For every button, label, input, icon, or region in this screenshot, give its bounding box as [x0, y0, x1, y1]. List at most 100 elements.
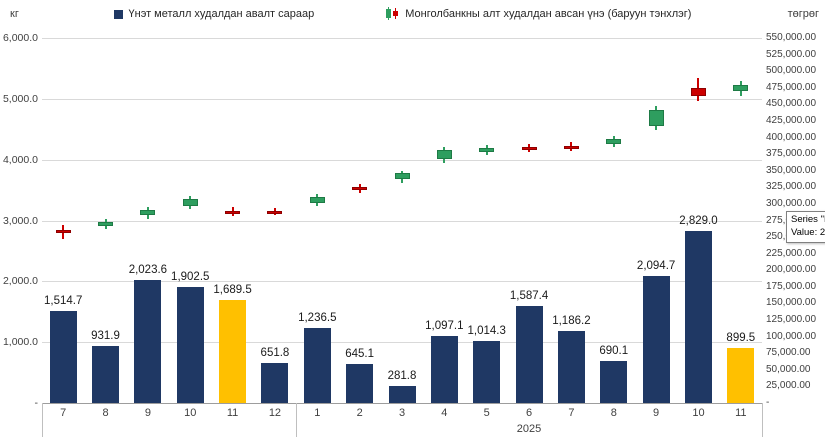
candlestick[interactable] — [479, 147, 495, 152]
candlestick[interactable] — [182, 198, 198, 206]
right-axis-tick-label: 25,000.00 — [766, 380, 811, 392]
bar[interactable] — [346, 363, 374, 403]
left-axis-unit-label: кг — [10, 8, 19, 20]
bar-value-label: 1,902.5 — [171, 271, 210, 284]
x-axis-label: 9 — [653, 407, 660, 419]
right-axis-tick-label: 325,000.00 — [766, 181, 817, 193]
candlestick[interactable] — [436, 149, 452, 160]
right-axis-tick-label: 50,000.00 — [766, 363, 811, 375]
legend-label-bar-series: Үнэт металл худалдан авалт сараар — [128, 8, 315, 20]
bar[interactable] — [49, 310, 77, 403]
right-axis-tick-label: - — [766, 397, 770, 408]
candlestick-series-marker-icon — [384, 7, 399, 21]
candlestick[interactable] — [98, 221, 114, 227]
bar[interactable] — [134, 279, 162, 403]
tooltip: Series "Н Value: 2 — [786, 211, 825, 243]
candlestick[interactable] — [733, 85, 749, 92]
bar[interactable] — [515, 306, 543, 403]
x-axis-label: 2 — [356, 407, 363, 419]
bar-value-label: 1,587.4 — [509, 290, 549, 303]
bar[interactable] — [473, 341, 501, 403]
bar-value-label: 1,186.2 — [552, 314, 591, 327]
x-axis-label: 12 — [268, 407, 282, 419]
bar-value-label: 2,829.0 — [679, 214, 718, 227]
right-axis-tick-label: 200,000.00 — [766, 264, 817, 276]
bar-value-label: 1,514.7 — [43, 294, 83, 307]
legend: Үнэт металл худалдан авалт сараар Монгол… — [50, 7, 755, 21]
bar[interactable] — [219, 300, 247, 403]
bar[interactable] — [388, 385, 416, 403]
bar[interactable] — [642, 275, 670, 403]
x-axis-label: 1 — [314, 407, 321, 419]
right-axis-tick-label: 125,000.00 — [766, 314, 817, 326]
candlestick[interactable] — [352, 187, 368, 191]
tooltip-value-line: Value: 2 — [791, 226, 825, 238]
axis-group-separator — [296, 403, 298, 437]
candlestick[interactable] — [55, 229, 71, 233]
candlestick[interactable] — [563, 145, 579, 149]
candlestick[interactable] — [225, 210, 241, 214]
bar[interactable] — [557, 330, 585, 403]
left-axis-tick-label: 1,000.0 — [2, 336, 38, 349]
x-axis-label: 8 — [102, 407, 109, 419]
legend-item-bar-series[interactable]: Үнэт металл худалдан авалт сараар — [113, 8, 315, 20]
left-axis-tick-label: - — [34, 397, 39, 409]
bar[interactable] — [92, 346, 120, 403]
candlestick[interactable] — [690, 88, 706, 97]
candlestick[interactable] — [394, 173, 410, 180]
right-axis-tick-label: 225,000.00 — [766, 247, 817, 259]
bar-series-marker-icon — [113, 9, 123, 19]
candlestick[interactable] — [648, 110, 664, 127]
bar-value-label: 1,236.5 — [298, 311, 337, 324]
candlestick[interactable] — [267, 210, 283, 214]
x-axis-label: 6 — [525, 407, 533, 419]
x-axis-label: 11 — [226, 407, 239, 419]
right-axis-tick-label: 425,000.00 — [766, 114, 817, 126]
legend-candle-up-icon — [386, 7, 392, 20]
candlestick[interactable] — [140, 209, 156, 216]
bar-value-label: 899.5 — [726, 332, 756, 345]
candlestick[interactable] — [309, 196, 325, 203]
right-axis-tick-label: 300,000.00 — [766, 197, 817, 209]
x-axis-label: 10 — [184, 407, 197, 419]
gridline — [42, 159, 762, 161]
x-axis-label: 8 — [610, 407, 617, 419]
right-axis-tick-label: 375,000.00 — [766, 148, 817, 160]
gridline — [42, 38, 762, 39]
x-axis-label: 3 — [398, 407, 406, 419]
bar[interactable] — [600, 361, 628, 403]
bar[interactable] — [261, 363, 289, 403]
right-axis-tick-label: 150,000.00 — [766, 297, 817, 309]
axis-group-separator — [762, 403, 763, 437]
left-axis-tick-label: 5,000.0 — [2, 92, 38, 105]
bar-value-label: 1,014.3 — [467, 325, 506, 338]
right-axis-unit-label: төгрөг — [787, 8, 819, 20]
year-label: 2025 — [516, 423, 542, 435]
x-axis-label: 11 — [735, 407, 747, 419]
axis-group-separator — [42, 403, 43, 437]
left-axis-tick-label: 6,000.0 — [2, 32, 38, 44]
gridline — [42, 342, 762, 344]
right-axis-tick-label: 175,000.00 — [766, 280, 817, 292]
right-axis-tick-label: 475,000.00 — [766, 81, 817, 93]
candlestick[interactable] — [606, 139, 622, 144]
legend-label-candle-series: Монголбанкны алт худалдан авсан үнэ (бар… — [405, 8, 692, 20]
bar[interactable] — [303, 327, 331, 403]
x-axis-line — [42, 403, 762, 404]
gridline — [42, 281, 762, 283]
right-axis-tick-label: 100,000.00 — [766, 330, 817, 342]
x-axis-label: 7 — [568, 407, 575, 419]
gridline — [42, 98, 762, 100]
candlestick[interactable] — [521, 146, 537, 150]
bar[interactable] — [176, 287, 204, 403]
bar[interactable] — [727, 348, 755, 403]
left-axis-tick-label: 3,000.0 — [2, 214, 38, 227]
bar[interactable] — [430, 336, 458, 403]
x-axis-label: 7 — [60, 407, 67, 419]
bar[interactable] — [684, 230, 712, 403]
bar-value-label: 1,097.1 — [425, 320, 464, 333]
x-axis-label: 9 — [144, 407, 151, 419]
legend-item-candle-series[interactable]: Монголбанкны алт худалдан авсан үнэ (бар… — [384, 7, 691, 21]
